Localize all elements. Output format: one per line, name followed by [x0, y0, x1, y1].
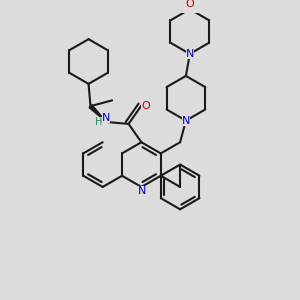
- Text: H: H: [95, 117, 103, 127]
- Text: O: O: [185, 0, 194, 9]
- Polygon shape: [89, 105, 106, 122]
- Text: N: N: [102, 113, 110, 123]
- Text: O: O: [141, 100, 150, 111]
- Text: N: N: [186, 49, 194, 59]
- Text: N: N: [182, 116, 190, 126]
- Text: N: N: [138, 186, 146, 196]
